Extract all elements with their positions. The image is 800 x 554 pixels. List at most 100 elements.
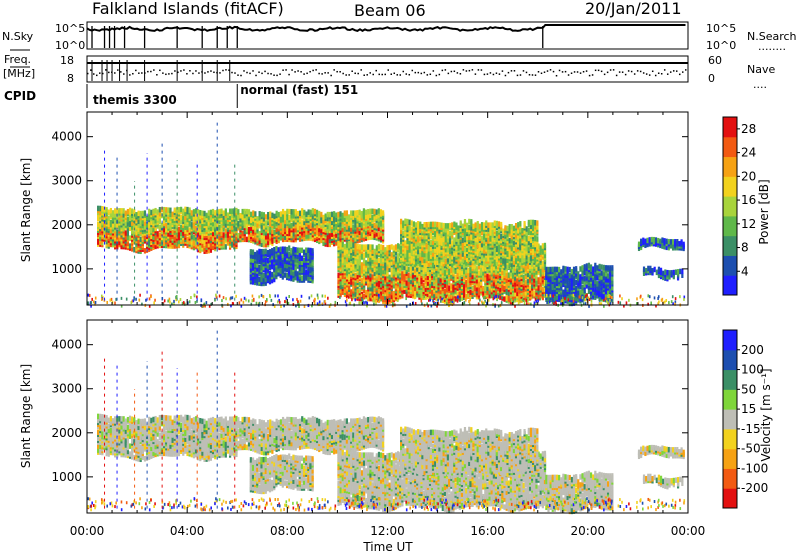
power-cell xyxy=(109,227,112,234)
power-cell xyxy=(288,251,291,257)
power-cell xyxy=(143,220,147,226)
power-cell xyxy=(241,224,244,231)
nave-dot xyxy=(558,69,561,72)
power-cell xyxy=(211,224,215,231)
nave-dot xyxy=(624,73,627,76)
power-cell xyxy=(300,255,304,262)
power-cell xyxy=(209,243,213,249)
power-cell xyxy=(186,242,189,249)
nave-dot xyxy=(660,73,663,75)
power-cell xyxy=(268,249,272,255)
power-cell xyxy=(245,216,248,223)
power-cell xyxy=(143,216,147,222)
nave-dot xyxy=(522,70,525,72)
nave-dot xyxy=(192,72,194,75)
power-cell xyxy=(222,238,225,244)
power-cell xyxy=(158,216,161,223)
power-cell xyxy=(226,240,230,246)
power-cell xyxy=(177,242,181,249)
nave-dot xyxy=(324,72,326,74)
nsearch-dots: ........ xyxy=(758,40,786,53)
nave-dot xyxy=(537,71,540,73)
power-cell xyxy=(427,221,430,228)
power-cell xyxy=(214,210,217,216)
power-cell xyxy=(477,270,481,276)
power-cell xyxy=(352,210,355,216)
power-cell xyxy=(182,216,185,223)
nave-dot xyxy=(114,72,116,74)
power-cell xyxy=(337,211,340,218)
power-cell xyxy=(197,209,200,215)
power-cell xyxy=(231,240,234,246)
power-cell xyxy=(358,209,361,216)
power-data xyxy=(87,120,686,308)
power-cell xyxy=(135,212,138,218)
nave-dot xyxy=(210,70,212,72)
power-cell xyxy=(201,242,204,248)
power-cell xyxy=(235,207,238,214)
nave-dot xyxy=(342,72,344,75)
power-cell xyxy=(111,222,115,228)
power-cell xyxy=(126,240,130,247)
nave-dot xyxy=(243,70,245,72)
power-cell xyxy=(427,245,430,252)
nave-dot xyxy=(129,74,131,76)
power-cell xyxy=(318,210,321,217)
nave-dot xyxy=(510,70,513,72)
power-cell xyxy=(260,233,263,240)
nave-dot xyxy=(141,72,143,74)
power-cell xyxy=(337,272,340,279)
power-cell xyxy=(131,208,134,214)
power-cell xyxy=(369,244,372,250)
nave-dot xyxy=(411,69,414,72)
power-cell xyxy=(320,211,323,218)
power-cell xyxy=(371,214,374,220)
power-cell xyxy=(305,247,308,253)
power-cell xyxy=(247,219,251,225)
power-cell xyxy=(250,225,253,232)
nave-dot xyxy=(222,69,224,72)
nave-dot xyxy=(225,69,227,71)
power-cell xyxy=(154,225,157,232)
power-cell xyxy=(209,247,213,253)
nave-dot xyxy=(351,70,353,72)
power-cell xyxy=(188,213,191,219)
power-cell xyxy=(152,242,155,248)
power-cell xyxy=(224,228,227,234)
power-cell xyxy=(133,209,136,215)
nave-dot xyxy=(516,74,519,77)
nave-tick-top: 60 xyxy=(708,54,722,67)
nave-dot xyxy=(678,73,681,76)
power-cell xyxy=(397,253,400,259)
nave-dot xyxy=(207,71,209,73)
power-cell xyxy=(194,239,198,246)
power-cell xyxy=(356,210,359,216)
freq-tick-top: 18 xyxy=(60,54,74,67)
nave-dot xyxy=(633,73,636,75)
power-cell xyxy=(154,207,157,214)
power-cell xyxy=(252,224,255,230)
nave-dot xyxy=(594,69,597,72)
power-cell xyxy=(429,239,433,246)
nave-tick-bottom: 0 xyxy=(708,72,715,85)
power-cell xyxy=(281,246,284,252)
power-cell xyxy=(252,220,255,226)
power-cell xyxy=(348,240,351,247)
power-cell xyxy=(354,243,357,249)
power-cell xyxy=(386,245,389,251)
power-cell xyxy=(241,214,244,221)
power-cell xyxy=(222,218,225,224)
power-cell xyxy=(412,221,415,227)
power-cell xyxy=(218,234,221,241)
power-cell xyxy=(245,208,248,215)
power-cell xyxy=(180,214,183,221)
power-cell xyxy=(301,220,304,226)
power-cell xyxy=(226,230,230,236)
power-cell xyxy=(294,209,297,215)
nave-dot xyxy=(120,71,122,73)
nave-dot xyxy=(666,73,669,75)
nave-dot xyxy=(267,72,269,75)
power-cell xyxy=(407,266,410,272)
power-cell xyxy=(360,278,364,284)
